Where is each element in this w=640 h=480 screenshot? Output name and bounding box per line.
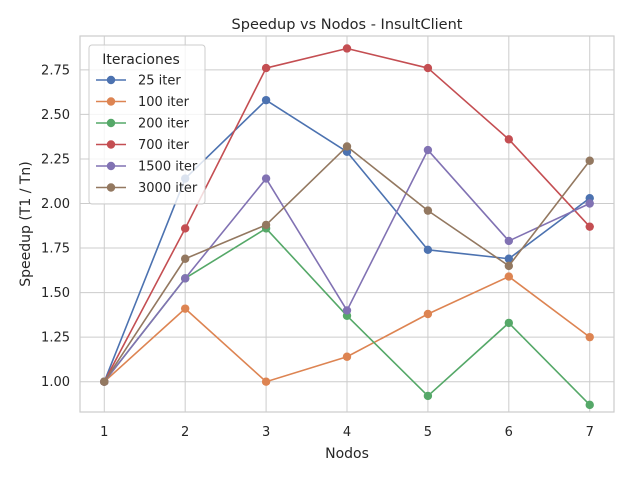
data-point (504, 318, 514, 328)
data-point (342, 352, 352, 361)
data-point (423, 245, 433, 255)
y-tick-label: 1.25 (41, 331, 70, 346)
data-point (342, 142, 352, 151)
data-point (100, 377, 109, 386)
y-axis-label: Speedup (T1 / Tn) (18, 161, 34, 287)
x-tick-label: 6 (505, 425, 513, 440)
legend-swatch-marker (106, 97, 116, 106)
data-point (261, 95, 271, 105)
legend-swatch-marker (106, 183, 116, 192)
data-point (261, 174, 271, 183)
data-point (585, 222, 594, 231)
legend-label: 1500 iter (138, 160, 198, 175)
y-tick-label: 2.75 (41, 63, 70, 78)
legend-label: 700 iter (138, 138, 190, 153)
legend-item: 1500 iter (96, 160, 198, 175)
legend-swatch-marker (106, 75, 116, 85)
y-tick-label: 2.25 (41, 152, 70, 167)
series-700-iter (100, 44, 594, 386)
y-tick-label: 1.75 (41, 242, 70, 257)
legend-swatch-marker (106, 161, 116, 171)
data-point (261, 220, 271, 230)
data-point (423, 206, 433, 215)
data-point (342, 306, 352, 315)
x-tick-label: 3 (262, 425, 270, 440)
x-tick-label: 5 (424, 425, 432, 440)
data-point (180, 224, 190, 233)
data-point (504, 236, 514, 246)
legend-items: 25 iter 100 iter 200 iter 700 iter 1500 iter… (96, 74, 198, 196)
data-point (585, 199, 594, 208)
data-point (180, 274, 190, 283)
x-tick-label: 4 (343, 425, 351, 440)
axes-frame (79, 35, 615, 413)
x-axis-label: Nodos (325, 446, 369, 462)
x-tick-label: 2 (181, 425, 189, 440)
legend-swatch-marker (106, 118, 116, 128)
x-tick-label: 7 (586, 425, 594, 440)
data-point (261, 63, 271, 73)
data-point (504, 135, 514, 144)
data-point (423, 145, 433, 155)
y-tick-label: 1.50 (41, 286, 70, 301)
data-point (504, 261, 514, 271)
y-tick-label: 2.50 (41, 108, 70, 123)
data-point (585, 332, 594, 342)
legend-box (88, 44, 206, 205)
data-point (342, 44, 352, 53)
legend-title: Iteraciones (102, 52, 180, 68)
legend-label: 3000 iter (138, 181, 198, 196)
legend-item: 25 iter (96, 74, 181, 89)
data-point (504, 272, 514, 281)
data-point (261, 377, 271, 386)
legend: Iteraciones 25 iter 100 iter 200 iter 700 i… (88, 44, 206, 205)
legend-label: 25 iter (138, 74, 181, 89)
data-point (180, 254, 190, 263)
data-point (180, 304, 190, 313)
x-tick-label: 1 (100, 425, 108, 440)
data-point (423, 391, 433, 401)
tick-labels: 1 2 3 4 5 6 7 1.00 1.25 1.50 1.75 2.00 2.25 2.50 2.75 (41, 63, 594, 440)
legend-label: 100 iter (138, 95, 190, 110)
y-tick-label: 1.00 (41, 375, 70, 390)
data-point (585, 400, 594, 410)
legend-label: 200 iter (138, 117, 190, 132)
legend-item: 100 iter (96, 95, 190, 110)
chart-title: Speedup vs Nodos - InsultClient (232, 17, 463, 33)
legend-item: 200 iter (96, 117, 190, 132)
data-point (423, 309, 433, 319)
data-point (585, 156, 594, 165)
legend-swatch-marker (106, 140, 116, 149)
y-tick-label: 2.00 (41, 197, 70, 212)
series-3000-iter (100, 142, 594, 386)
legend-item: 3000 iter (96, 181, 198, 196)
data-point (504, 254, 514, 263)
legend-item: 700 iter (96, 138, 190, 153)
data-point (423, 63, 433, 73)
